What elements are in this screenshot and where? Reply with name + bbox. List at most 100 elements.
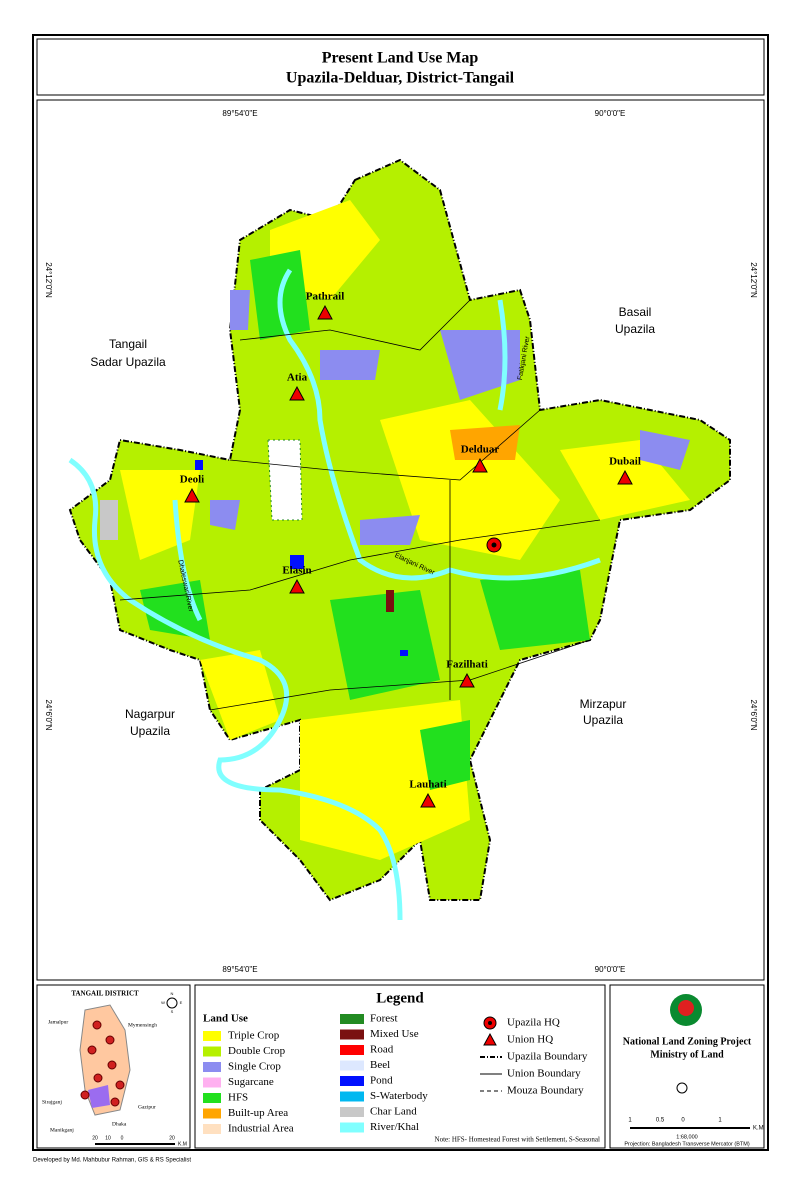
compass-label: S <box>171 1009 174 1014</box>
legend-label: Industrial Area <box>228 1123 294 1135</box>
forest <box>267 439 303 521</box>
union-hq <box>617 469 633 485</box>
latitude-label: 24°12'0"N <box>44 262 53 298</box>
legend-swatch <box>340 1029 364 1040</box>
neighbor-label: Upazila <box>615 322 655 336</box>
union-hq <box>184 487 200 503</box>
outer-frame <box>32 34 769 1151</box>
union-label: Dubail <box>609 456 641 468</box>
neighbor-label: Upazila <box>583 713 623 727</box>
legend-label: HFS <box>228 1092 248 1104</box>
hfs-patches <box>140 250 590 790</box>
legend: Legend Land Use Note: HFS- Homestead For… <box>203 990 601 1144</box>
place-label: Manikganj <box>50 1127 74 1133</box>
ministry-name: Ministry of Land <box>650 1049 724 1060</box>
legend-frame <box>194 984 606 1149</box>
union-hq <box>459 672 475 688</box>
map <box>68 158 731 921</box>
scale-label: 1 <box>718 1118 722 1124</box>
inset-title: TANGAIL DISTRICT <box>71 990 139 998</box>
legend-swatch <box>203 1046 221 1057</box>
longitude-label: 90°0'0"E <box>595 109 626 118</box>
legend-title: Legend <box>376 990 424 1006</box>
union-label: Pathrail <box>306 291 345 303</box>
inset: TANGAIL DISTRICT Jamalpur Mymensingh Sir… <box>42 990 187 1148</box>
rivers <box>68 268 601 921</box>
union-hq <box>317 304 333 320</box>
neighbor-label: Tangail <box>109 337 147 351</box>
union-hq <box>472 457 488 473</box>
place-label: Jamalpur <box>48 1019 68 1025</box>
legend-swatch <box>340 1107 364 1117</box>
delduar-highlight <box>88 1085 110 1108</box>
scale-label: 0.5 <box>656 1118 665 1124</box>
legend-swatch <box>340 1122 364 1133</box>
legend-label: Char Land <box>370 1106 417 1118</box>
legend-swatch <box>203 1031 221 1041</box>
legend-label: Union HQ <box>507 1034 553 1046</box>
legend-swatch <box>203 1062 221 1072</box>
longitude-label: 89°54'0"E <box>222 109 257 118</box>
legend-swatch <box>340 1060 364 1071</box>
single-crop-patches <box>210 290 690 545</box>
legend-swatch <box>340 1091 364 1102</box>
inset-scale-bar <box>95 1143 175 1145</box>
compass <box>676 1082 688 1094</box>
legend-label: Union Boundary <box>507 1068 581 1080</box>
legend-label: Sugarcane <box>228 1076 274 1088</box>
legend-label: Double Crop <box>228 1045 286 1057</box>
legend-label: River/Khal <box>370 1121 419 1133</box>
neighbor-label: Sadar Upazila <box>90 355 166 369</box>
emblem-center <box>678 1000 694 1016</box>
map-frame <box>36 99 765 981</box>
credit-frame <box>609 984 765 1149</box>
developer-credit: Developed by Md. Mahbubur Rahman, GIS & … <box>33 1158 191 1164</box>
neighbor-label: Nagarpur <box>125 707 175 721</box>
legend-symbol <box>483 1032 497 1046</box>
place-label: Sirajganj <box>42 1099 62 1105</box>
ponds <box>195 460 408 656</box>
legend-label: Mixed Use <box>370 1028 419 1040</box>
title-frame <box>36 38 765 96</box>
neighbor-label: Upazila <box>130 724 170 738</box>
built-up-area <box>450 425 520 460</box>
scale-label: 10 <box>105 1135 111 1141</box>
union-label: Elasin <box>282 565 311 577</box>
upazila-hq-dot <box>491 542 497 548</box>
legend-swatch <box>340 1014 364 1024</box>
union-label: Lauhati <box>409 779 446 791</box>
compass-label: E <box>180 1000 183 1005</box>
union-label: Delduar <box>461 444 500 456</box>
legend-swatch <box>340 1076 364 1086</box>
legend-label: S-Waterbody <box>370 1090 428 1102</box>
union-hq <box>420 792 436 808</box>
legend-swatch <box>203 1093 221 1103</box>
char-land <box>100 500 118 540</box>
scale-unit: K.M <box>178 1141 187 1147</box>
scale-label: 0 <box>681 1118 685 1124</box>
latitude-label: 24°6'0"N <box>44 699 53 730</box>
neighbor-label: Basail <box>619 305 652 319</box>
mixed-use <box>386 590 394 612</box>
scale-label: 1 <box>628 1118 632 1124</box>
longitude-label: 90°0'0"E <box>595 965 626 974</box>
legend-note: Note: HFS- Homestead Forest with Settlem… <box>435 1136 601 1144</box>
scale-bar <box>630 1127 750 1129</box>
union-hq <box>289 385 305 401</box>
union-boundaries <box>119 299 601 711</box>
scale-label: 0 <box>121 1135 124 1141</box>
neighbor-label: Mirzapur <box>580 697 627 711</box>
scale-ratio: 1:68,000 <box>676 1134 697 1140</box>
place-label: Gazipur <box>138 1104 156 1110</box>
legend-label: Triple Crop <box>228 1030 280 1042</box>
union-label: Deoli <box>180 474 204 486</box>
legend-label: Upazila HQ <box>507 1017 560 1029</box>
latitude-label: 24°6'0"N <box>749 699 758 730</box>
legend-label: Forest <box>370 1013 398 1025</box>
union-label: Atia <box>287 372 308 384</box>
inset-points <box>80 1020 125 1107</box>
project-name: National Land Zoning Project <box>623 1036 752 1047</box>
legend-swatch <box>203 1077 221 1088</box>
legend-label: Mouza Boundary <box>507 1085 584 1097</box>
